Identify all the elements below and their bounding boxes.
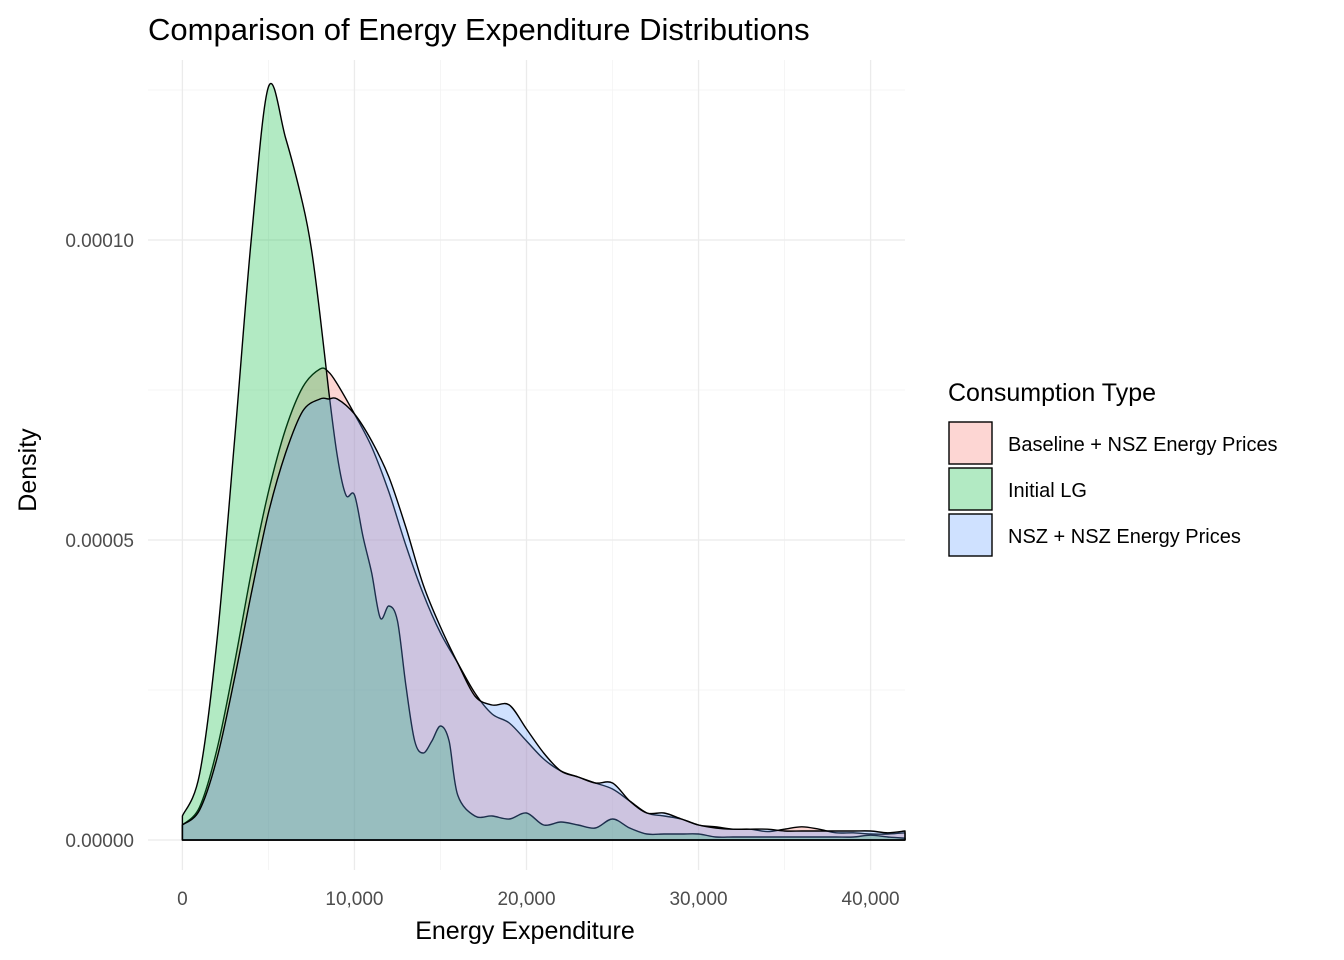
density-area-baseline-nsz-energy-prices (181, 367, 906, 841)
y-axis-title: Density (14, 428, 42, 512)
x-tick-label: 20,000 (497, 889, 555, 910)
legend-key-swatch (948, 421, 993, 465)
y-tick-label: 0.00010 (65, 231, 134, 252)
legend-key-swatch (948, 513, 993, 557)
x-tick-label: 0 (177, 889, 188, 910)
tick-labels: 0.00000 0.00005 0.00010 0 10,000 20,000 30,000… (65, 231, 899, 910)
x-tick-label: 30,000 (669, 889, 727, 910)
legend-title: Consumption Type (948, 379, 1156, 407)
y-tick-label: 0.00000 (65, 831, 134, 852)
legend-key-swatch (948, 467, 993, 511)
y-tick-label: 0.00005 (65, 531, 134, 552)
chart-title: Comparison of Energy Expenditure Distrib… (148, 12, 810, 47)
legend-key-background (949, 514, 992, 556)
x-tick-label: 40,000 (842, 889, 900, 910)
legend-item-label: Baseline + NSZ Energy Prices (1008, 434, 1278, 456)
density-area-initial-lg (181, 83, 906, 841)
x-tick-label: 10,000 (325, 889, 383, 910)
x-axis-title: Energy Expenditure (415, 917, 635, 945)
legend-item-label: NSZ + NSZ Energy Prices (1008, 526, 1241, 548)
density-area-nsz-nsz-energy-prices (181, 397, 906, 841)
legend: Consumption Type Baseline + NSZ Energy P… (948, 379, 1278, 557)
density-areas (181, 83, 906, 841)
legend-key-background (949, 422, 992, 464)
grid (148, 60, 905, 870)
legend-item-label: Initial LG (1008, 480, 1087, 502)
legend-key-background (949, 468, 992, 510)
